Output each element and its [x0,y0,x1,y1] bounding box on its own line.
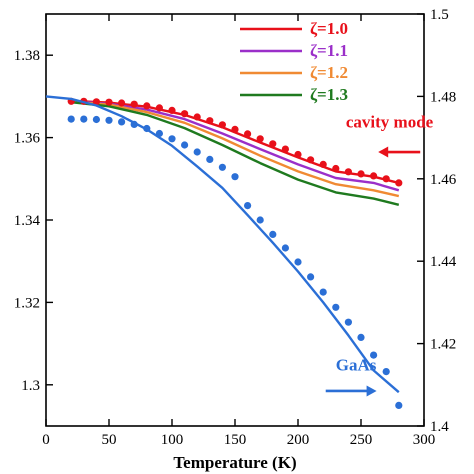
y-tick-label: 1.32 [14,295,40,311]
legend: ζ=1.0 ζ=1.1 ζ=1.2 ζ=1.3 [240,19,348,104]
data-point-gaas [357,333,365,341]
data-point-cavity-mode [332,164,340,173]
data-point-gaas [118,118,126,126]
data-point-cavity-mode [206,117,214,125]
legend-label: ζ=1.2 [310,63,348,82]
data-point-cavity-mode [395,179,403,187]
data-point-gaas [332,303,340,311]
data-point-cavity-mode [118,99,126,107]
data-point-gaas [294,258,302,266]
x-axis-ticks: 0 50 100 150 200 250 300 [42,14,435,448]
x-tick-label: 100 [161,432,184,448]
data-point-gaas [181,141,189,149]
x-axis-title: Temperature (K) [173,453,296,472]
x-tick-label: 250 [350,432,373,448]
y-tick-label: 1.34 [14,213,41,229]
series-line--1-3 [71,101,400,206]
data-point-gaas [80,115,88,123]
y2-tick-label: 1.46 [430,172,457,188]
data-point-cavity-mode [130,100,138,108]
data-point-cavity-mode [92,98,100,106]
annotation-label: GaAs [336,355,377,374]
data-point-cavity-mode [307,156,315,164]
data-point-cavity-mode [281,145,289,153]
data-point-cavity-mode [319,160,327,168]
data-point-gaas [256,216,264,224]
data-point-cavity-mode [231,125,239,133]
data-point-gaas [92,115,100,124]
data-point-gaas [307,273,315,281]
y2-tick-label: 1.44 [430,254,457,270]
data-point-gaas [344,318,352,326]
legend-label: ζ=1.3 [310,85,348,104]
data-point-cavity-mode [193,113,201,121]
y2-tick-label: 1.42 [430,337,456,353]
data-point-gaas [218,163,226,171]
y-tick-label: 1.36 [14,131,41,147]
annotation-arrow-head [378,146,389,158]
series-line--1-1 [71,100,400,192]
series-layer [45,95,403,409]
data-point-gaas [370,351,378,359]
data-point-gaas [67,115,75,123]
data-point-gaas [395,401,403,409]
data-point-cavity-mode [181,110,189,118]
series-line--1-2 [71,100,400,198]
data-point-cavity-mode [155,104,163,112]
data-point-cavity-mode [143,102,151,110]
x-tick-label: 200 [287,432,310,448]
y2-tick-label: 1.4 [430,419,449,435]
legend-label: ζ=1.0 [310,19,348,38]
data-point-cavity-mode [294,150,302,159]
data-point-gaas [319,288,327,296]
data-point-gaas [231,173,239,181]
x-tick-label: 50 [102,432,117,448]
data-point-gaas [281,244,289,252]
data-point-gaas [382,368,390,376]
annotations: cavity mode GaAs [325,112,434,397]
y-tick-label: 1.3 [21,378,40,394]
data-point-gaas [105,116,113,124]
data-point-gaas [168,135,176,143]
y-axis-left-ticks: 1.3 1.32 1.34 1.36 1.38 [14,48,53,394]
data-point-cavity-mode [244,130,252,138]
y2-tick-label: 1.48 [430,89,456,105]
data-point-gaas [244,202,252,210]
data-point-gaas [269,230,277,238]
data-point-gaas [193,148,201,156]
data-point-cavity-mode [256,135,264,143]
x-tick-label: 0 [42,432,50,448]
data-point-cavity-mode [105,98,113,106]
legend-label: ζ=1.1 [310,41,348,60]
series-line-gaas-fit [45,95,400,394]
data-point-cavity-mode [168,106,176,114]
y2-tick-label: 1.5 [430,7,449,23]
annotation-arrow-head [366,385,377,397]
data-point-cavity-mode [370,172,378,180]
data-point-gaas [206,155,214,163]
y-axis-right-ticks: 1.4 1.42 1.44 1.46 1.48 1.5 [417,7,457,435]
data-point-cavity-mode [344,168,352,176]
x-tick-label: 300 [413,432,436,448]
data-point-cavity-mode [218,121,226,129]
data-point-cavity-mode [382,175,390,183]
y-tick-label: 1.38 [14,48,40,64]
data-point-cavity-mode [357,170,365,178]
x-tick-label: 150 [224,432,247,448]
annotation-label: cavity mode [346,112,434,131]
series-line--1-0 [71,99,400,185]
data-point-cavity-mode [269,140,277,148]
